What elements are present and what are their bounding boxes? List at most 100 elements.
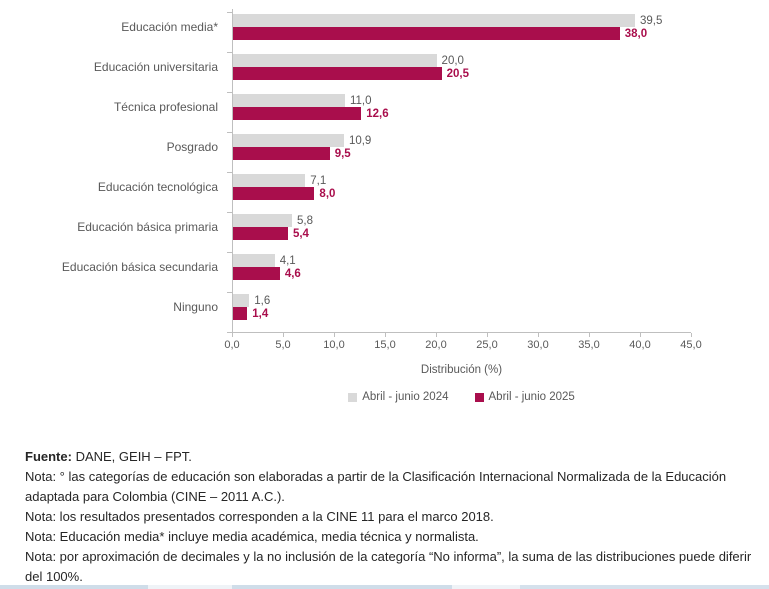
category-label: Educación media* <box>121 20 218 34</box>
bar-value-2025: 5,4 <box>292 227 309 240</box>
note-line: Nota: ° las categorías de educación son … <box>25 469 727 504</box>
x-tick <box>334 333 335 337</box>
bar-line-2025: 4,6 <box>233 267 691 280</box>
bar-group: 11,0 12,6 <box>233 94 691 120</box>
bar-line-2025: 9,5 <box>233 147 691 160</box>
bar-line-2025: 20,5 <box>233 67 691 80</box>
legend-label: Abril - junio 2025 <box>488 391 575 403</box>
x-tick <box>640 333 641 337</box>
bar-value-2024: 1,6 <box>254 294 271 307</box>
bar-2024 <box>233 294 250 307</box>
source-label: Fuente: <box>25 449 72 464</box>
chart-row: Ninguno 1,6 1,4 <box>0 292 769 332</box>
y-axis-line <box>232 9 233 332</box>
y-tick <box>227 172 232 173</box>
bar-2025 <box>233 67 442 80</box>
x-tick-label: 35,0 <box>578 339 600 351</box>
x-tick-label: 15,0 <box>374 339 396 351</box>
x-axis-line <box>232 332 691 333</box>
bar-2025 <box>233 307 248 320</box>
bar-line-2024: 7,1 <box>233 174 691 187</box>
bar-value-2024: 39,5 <box>640 14 663 27</box>
source-text: DANE, GEIH – FPT. <box>71 449 192 464</box>
category-label: Educación universitaria <box>93 60 218 74</box>
category-label: Técnica profesional <box>113 100 218 114</box>
bar-2025 <box>233 187 315 200</box>
bar-group: 10,9 9,5 <box>233 134 691 160</box>
y-tick <box>227 332 232 333</box>
x-tick <box>384 333 386 337</box>
legend-item-2024: Abril - junio 2024 <box>348 391 449 403</box>
bar-2025 <box>233 267 280 280</box>
x-tick-label: 0,0 <box>224 339 240 351</box>
bar-2025 <box>233 27 620 40</box>
bar-value-2025: 38,0 <box>624 27 648 40</box>
bar-group: 39,5 38,0 <box>233 14 691 40</box>
y-tick <box>227 52 232 53</box>
bar-line-2024: 11,0 <box>233 94 691 107</box>
bar-2024 <box>233 214 293 227</box>
bar-value-2025: 9,5 <box>334 147 351 160</box>
y-tick <box>227 132 232 133</box>
bottom-edge-strip <box>0 585 769 589</box>
x-tick <box>232 333 233 337</box>
bar-value-2024: 4,1 <box>279 254 296 267</box>
bar-2024 <box>233 94 345 107</box>
note-line: Nota: por aproximación de decimales y la… <box>25 549 752 584</box>
bar-value-2024: 10,9 <box>348 134 372 147</box>
chart-row: Educación media* 39,5 38,0 <box>0 12 769 52</box>
bar-2024 <box>233 254 275 267</box>
y-tick <box>227 212 232 213</box>
bar-group: 7,1 8,0 <box>233 174 691 200</box>
x-axis-title: Distribución (%) <box>420 364 503 376</box>
bar-line-2025: 8,0 <box>233 187 691 200</box>
x-tick-label: 30,0 <box>527 339 549 351</box>
legend-label: Abril - junio 2024 <box>362 391 449 403</box>
bar-line-2024: 39,5 <box>233 14 691 27</box>
x-tick <box>436 333 437 337</box>
bar-value-2024: 5,8 <box>297 214 314 227</box>
bar-line-2025: 38,0 <box>233 27 691 40</box>
category-label: Educación básica secundaria <box>61 260 218 274</box>
y-tick <box>227 12 232 13</box>
x-tick-label: 40,0 <box>629 339 651 351</box>
chart-row: Técnica profesional 11,0 12,6 <box>0 92 769 132</box>
bar-2024 <box>233 174 306 187</box>
x-tick-label: 20,0 <box>425 339 447 351</box>
y-axis-ticks <box>227 12 232 333</box>
bar-value-2025: 20,5 <box>446 67 470 80</box>
y-tick <box>227 292 232 293</box>
chart-row: Educación tecnológica 7,1 8,0 <box>0 172 769 212</box>
category-label: Ninguno <box>173 300 218 314</box>
bar-value-2024: 20,0 <box>441 54 464 67</box>
bar-line-2024: 5,8 <box>233 214 691 227</box>
x-tick <box>537 333 539 337</box>
x-tick <box>589 333 590 337</box>
bar-line-2025: 1,4 <box>233 307 691 320</box>
bar-value-2024: 11,0 <box>349 94 372 107</box>
category-label: Educación básica primaria <box>77 220 218 234</box>
x-tick-label: 45,0 <box>680 339 702 351</box>
bar-2025 <box>233 107 362 120</box>
category-label: Posgrado <box>166 140 218 154</box>
chart-row: Posgrado 10,9 9,5 <box>0 132 769 172</box>
bar-value-2024: 7,1 <box>310 174 327 187</box>
y-tick <box>227 92 232 93</box>
bar-line-2024: 4,1 <box>233 254 691 267</box>
x-tick-label: 25,0 <box>476 339 498 351</box>
chart-legend: Abril - junio 2024 Abril - junio 2025 <box>232 391 691 403</box>
x-tick <box>487 333 488 337</box>
bar-line-2025: 12,6 <box>233 107 691 120</box>
x-axis-ticks: 0,0 5,0 10,0 15,0 20,0 25,0 30,0 35,0 40,0 45,0 <box>224 332 702 358</box>
legend-item-2025: Abril - junio 2025 <box>474 391 575 403</box>
note-line: Nota: los resultados presentados corresp… <box>25 509 494 524</box>
bar-2024 <box>233 54 437 67</box>
chart-row: Educación básica primaria 5,8 5,4 <box>0 212 769 252</box>
chart-row: Educación universitaria 20,0 20,5 <box>0 52 769 92</box>
legend-swatch-icon <box>474 392 484 402</box>
note-line: Nota: Educación media* incluye media aca… <box>25 529 479 544</box>
bar-value-2025: 8,0 <box>319 187 336 200</box>
bar-group: 1,6 1,4 <box>233 294 691 320</box>
bar-group: 5,8 5,4 <box>233 214 691 240</box>
